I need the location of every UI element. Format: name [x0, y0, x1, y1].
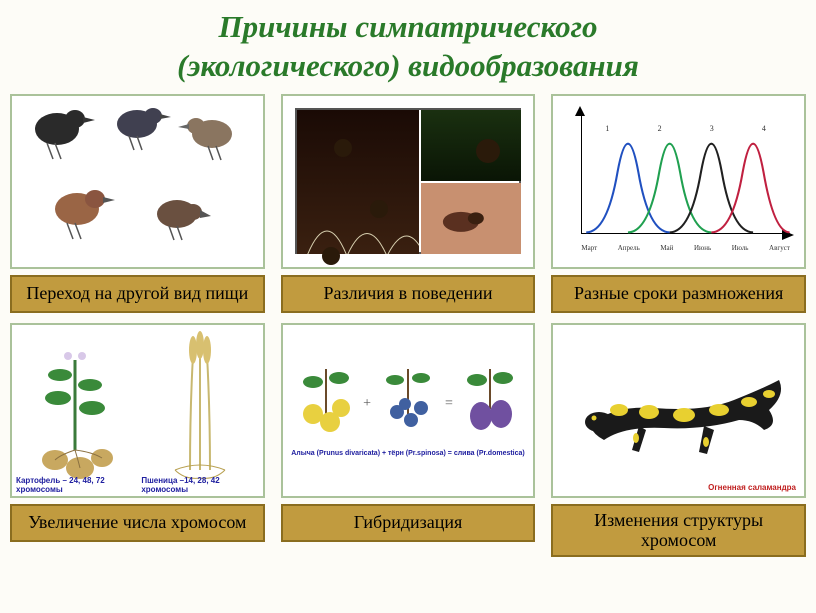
- salamander-caption: Огненная саламандра: [708, 483, 796, 492]
- potato-caption: Картофель – 24, 48, 72 хромосомы: [16, 476, 137, 494]
- breeding-chart: 1 2 3 4 Март Апрель Май Июнь Июль Август: [551, 94, 806, 269]
- chart-x-labels: Март Апрель Май Июнь Июль Август: [581, 244, 790, 252]
- hybrid-caption: Алыча (Prunus divaricata) + тёрн (Pr.spi…: [291, 450, 525, 457]
- title-line-1: Причины симпатрического: [218, 9, 597, 44]
- label-chromosome-increase: Увеличение числа хромосом: [10, 504, 265, 542]
- label-breeding-times: Разные сроки размножения: [551, 275, 806, 313]
- label-hybridization: Гибридизация: [281, 504, 536, 542]
- cell-breeding-times: 1 2 3 4 Март Апрель Май Июнь Июль Август…: [551, 94, 806, 313]
- firefly-image: [281, 94, 536, 269]
- cell-food-switch: Переход на другой вид пищи: [10, 94, 265, 313]
- wheat-caption: Пшеница –14, 28, 42 хромосомы: [141, 476, 262, 494]
- plus-op: +: [363, 396, 371, 412]
- finches-image: [10, 94, 265, 269]
- grid: Переход на другой вид пищи Разл: [10, 94, 806, 557]
- label-food-switch: Переход на другой вид пищи: [10, 275, 265, 313]
- title-line-2: (экологического) видообразования: [177, 48, 639, 83]
- page-title: Причины симпатрического (экологического)…: [10, 8, 806, 86]
- cell-hybridization: + =: [281, 323, 536, 557]
- eq-op: =: [445, 396, 453, 412]
- hybrid-image: + =: [281, 323, 536, 498]
- plants-image: Картофель – 24, 48, 72 хромосомы Пшеница…: [10, 323, 265, 498]
- chart-curve-labels: 1 2 3 4: [581, 124, 790, 133]
- label-behavior: Различия в поведении: [281, 275, 536, 313]
- label-chromosome-structure: Изменения структуры хромосом: [551, 504, 806, 557]
- cell-chromosome-increase: Картофель – 24, 48, 72 хромосомы Пшеница…: [10, 323, 265, 557]
- cell-chromosome-structure: Огненная саламандра Изменения структуры …: [551, 323, 806, 557]
- salamander-image: Огненная саламандра: [551, 323, 806, 498]
- cell-behavior: Различия в поведении: [281, 94, 536, 313]
